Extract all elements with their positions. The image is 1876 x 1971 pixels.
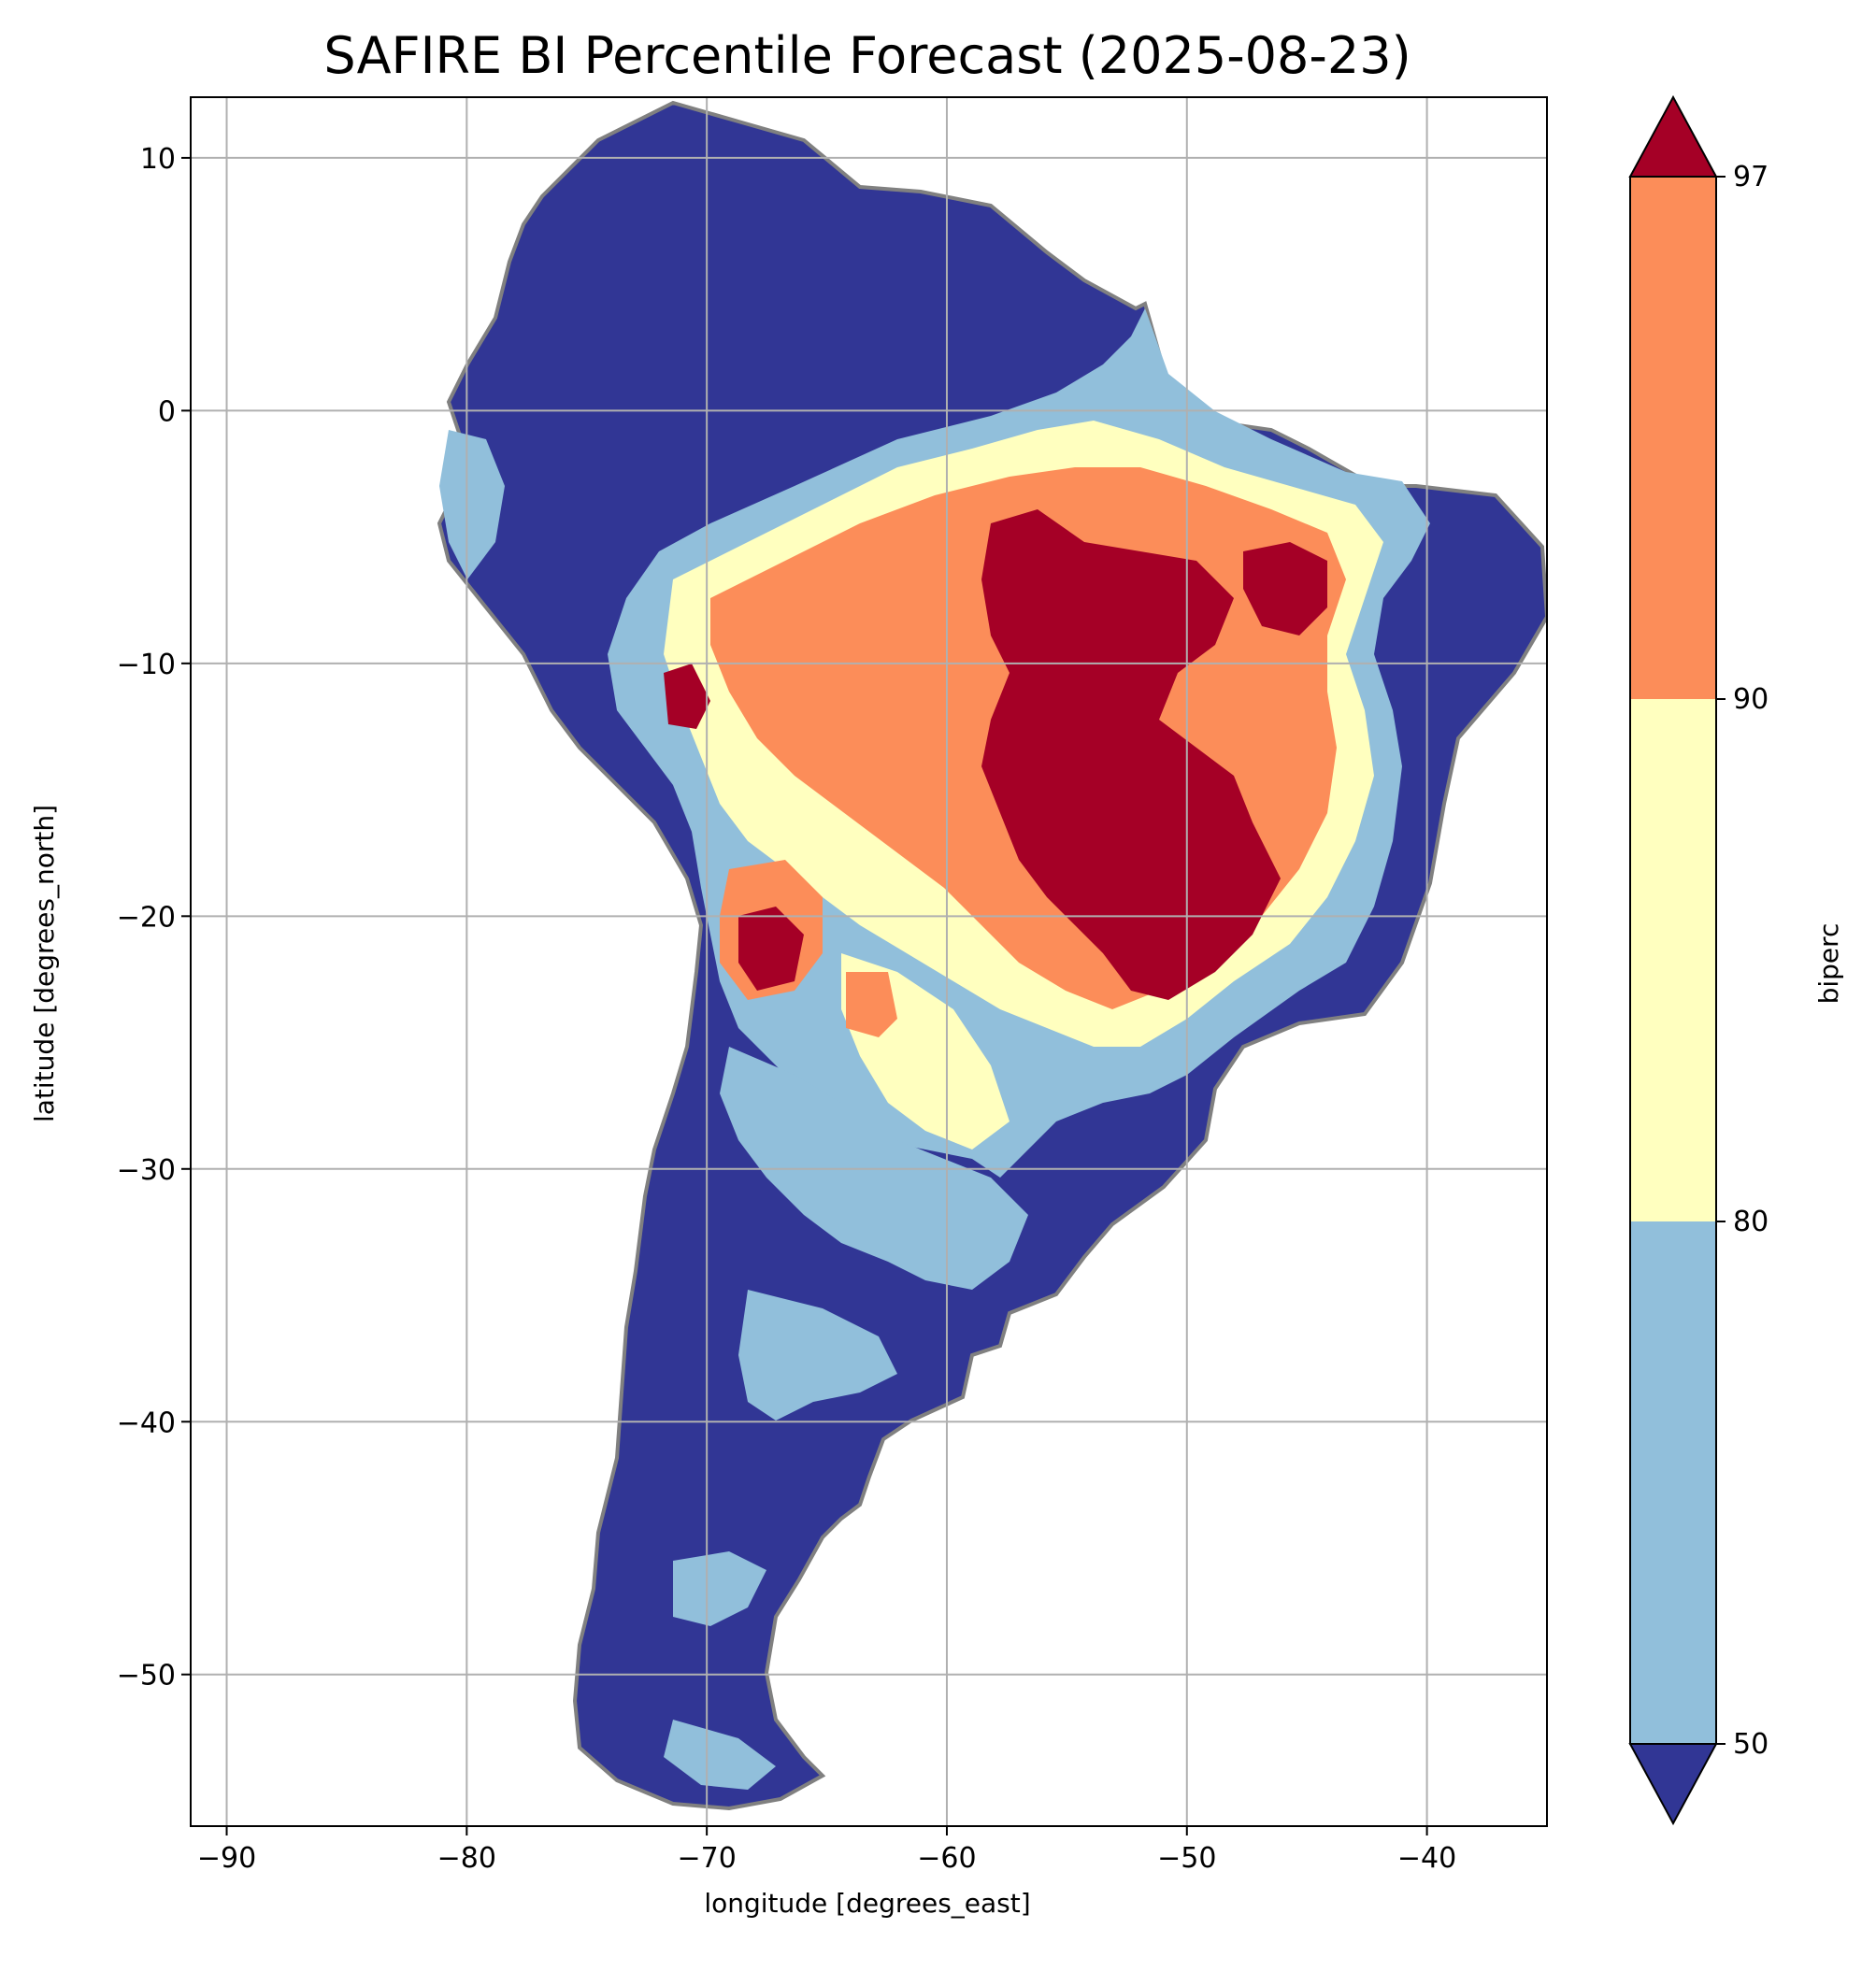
colorbar-tick-label: 80 bbox=[1733, 1206, 1769, 1238]
x-tick-label: −60 bbox=[917, 1842, 976, 1875]
y-tick-label: −40 bbox=[117, 1407, 176, 1439]
colorbar: 97 90 80 50 biperc bbox=[1628, 94, 1844, 1826]
colorbar-label: biperc bbox=[1813, 923, 1844, 1005]
y-tick-label: −20 bbox=[117, 901, 176, 934]
y-tick-label: −10 bbox=[117, 649, 176, 681]
region-50-80-ecuador bbox=[439, 430, 505, 579]
region-50-80-tip bbox=[664, 1720, 776, 1790]
region-above-97-west bbox=[664, 664, 710, 729]
x-tick-label: −50 bbox=[1157, 1842, 1216, 1875]
plot-frame bbox=[190, 96, 1548, 1827]
grid bbox=[191, 97, 1547, 1826]
colorbar-tick-label: 90 bbox=[1733, 683, 1769, 716]
colorbar-frame bbox=[1629, 176, 1717, 1745]
y-tick-label: 10 bbox=[140, 143, 176, 176]
x-axis-label: longitude [degrees_east] bbox=[704, 1888, 1030, 1919]
y-tick-label: 0 bbox=[158, 395, 176, 428]
region-50-80-patagonia-2 bbox=[673, 1551, 766, 1626]
region-90-97-paraguay bbox=[846, 972, 897, 1037]
colorbar-over-triangle bbox=[1628, 94, 1718, 178]
region-above-97-bolivia bbox=[738, 907, 804, 991]
x-tick-label: −70 bbox=[677, 1842, 736, 1875]
x-tick-label: −40 bbox=[1397, 1842, 1456, 1875]
y-tick-label: −30 bbox=[117, 1154, 176, 1187]
colorbar-tick-label: 97 bbox=[1733, 161, 1769, 193]
region-above-97 bbox=[981, 509, 1281, 1000]
y-ticks: 10 0 −10 −20 −30 −40 −50 bbox=[117, 143, 191, 1692]
colorbar-under-triangle bbox=[1628, 1743, 1718, 1826]
region-above-97-east bbox=[1243, 542, 1327, 636]
colorbar-bin-90-97 bbox=[1630, 177, 1716, 699]
chart-title: SAFIRE BI Percentile Forecast (2025-08-2… bbox=[323, 26, 1411, 85]
x-tick-label: −90 bbox=[197, 1842, 256, 1875]
colorbar-tick-label: 50 bbox=[1733, 1728, 1769, 1761]
colorbar-bin-80-90 bbox=[1630, 699, 1716, 1221]
colorbar-bin-50-80 bbox=[1630, 1221, 1716, 1744]
y-axis-label: latitude [degrees_north] bbox=[29, 805, 60, 1122]
region-50-80-patagonia bbox=[738, 1290, 897, 1421]
y-tick-label: −50 bbox=[117, 1660, 176, 1692]
x-ticks: −90 −80 −70 −60 −50 −40 bbox=[197, 1826, 1456, 1875]
x-tick-label: −80 bbox=[437, 1842, 496, 1875]
